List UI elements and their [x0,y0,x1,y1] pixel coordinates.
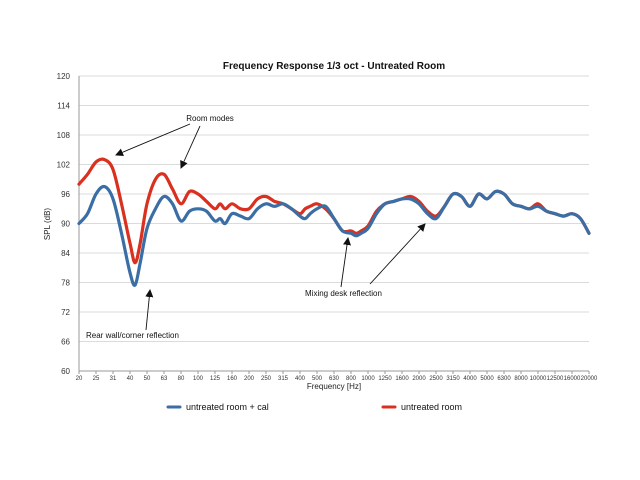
y-tick-label: 96 [61,190,70,199]
y-tick-label: 78 [61,279,70,288]
annotation-rear-wall: Rear wall/corner reflection [86,331,179,340]
x-tick-label: 315 [278,376,289,382]
y-tick-label: 90 [61,220,70,229]
y-axis-label: SPL (dB) [43,208,52,240]
x-tick-label: 2000 [412,376,426,382]
x-tick-label: 31 [110,376,117,382]
x-tick-label: 12500 [547,376,564,382]
y-tick-label: 66 [61,338,70,347]
x-tick-label: 160 [227,376,238,382]
x-tick-label: 800 [346,376,357,382]
annotation-mixing-desk: Mixing desk reflection [305,289,382,298]
x-tick-label: 10000 [530,376,547,382]
x-tick-label: 4000 [463,376,477,382]
room-modes-arrow-left [115,123,191,156]
rear-wall-arrow [145,289,154,331]
x-tick-label: 400 [295,376,306,382]
y-tick-label: 84 [61,249,70,258]
x-tick-label: 50 [144,376,151,382]
annotations: Room modes Rear wall/corner reflection M… [86,114,426,340]
x-tick-label: 250 [261,376,272,382]
x-tick-label: 1600 [395,376,409,382]
x-tick-label: 125 [210,376,221,382]
mixing-desk-arrow-left [340,237,351,288]
series-lines [77,157,591,287]
x-tick-label: 2500 [429,376,443,382]
x-tick-label: 1000 [361,376,375,382]
x-tick-label: 100 [193,376,204,382]
grid [78,75,590,374]
x-tick-label: 25 [93,376,100,382]
y-tick-label: 60 [61,367,70,376]
x-tick-label: 63 [161,376,168,382]
x-tick-label: 80 [178,376,185,382]
mixing-desk-arrow-right [369,223,426,285]
y-tick-label: 72 [61,308,70,317]
x-tick-label: 3150 [446,376,460,382]
y-tick-label: 102 [57,161,71,170]
x-tick-label: 630 [329,376,340,382]
x-tick-label: 6300 [497,376,511,382]
x-tick-label: 200 [244,376,255,382]
x-tick-label: 20000 [581,376,598,382]
y-tick-label: 108 [57,131,71,140]
x-tick-label: 40 [127,376,134,382]
x-tick-label: 500 [312,376,323,382]
x-tick-labels: 20 25 31 40 50 63 80 100 125 160 200 250 315 400 500 63… [76,376,598,382]
x-tick-label: 20 [76,376,83,382]
y-tick-label: 120 [57,72,71,81]
y-tick-label: 114 [57,102,70,111]
legend: untreated room + cal untreated room [166,402,462,412]
x-tick-label: 8000 [514,376,528,382]
room-modes-arrow-right [180,125,201,169]
x-tick-label: 16000 [564,376,581,382]
y-tick-labels: 60 66 72 78 84 90 96 102 108 114 120 [57,72,71,376]
legend-label-cal: untreated room + cal [186,402,269,412]
annotation-room-modes: Room modes [186,114,234,123]
legend-label-untreated: untreated room [401,402,462,412]
x-tick-label: 1250 [378,376,392,382]
x-axis-label: Frequency [Hz] [307,382,361,391]
chart-title: Frequency Response 1/3 oct - Untreated R… [223,61,445,72]
x-tick-label: 5000 [480,376,494,382]
series-line-cal [77,184,591,287]
